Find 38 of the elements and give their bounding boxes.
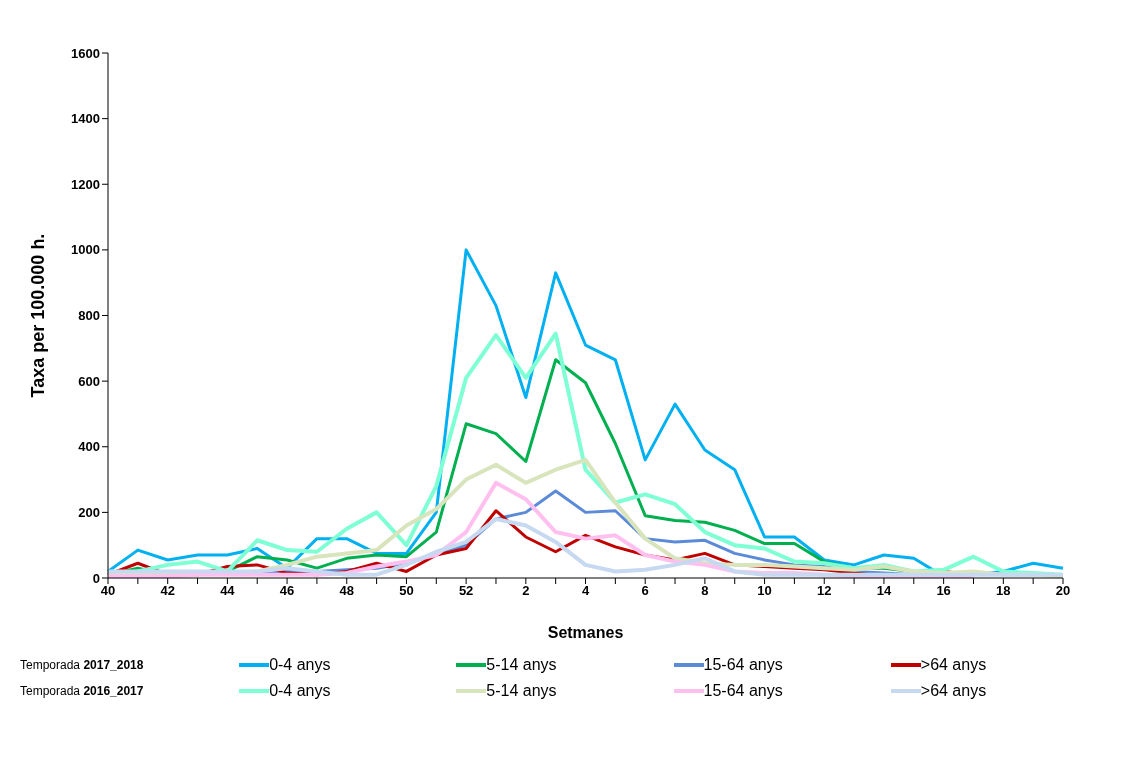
x-tick-label: 4 (581, 583, 590, 599)
x-tick-label: 8 (701, 583, 709, 599)
legend-label: 5-14 anys (486, 682, 557, 700)
x-tick-label: 6 (641, 583, 649, 599)
legend-label: 5-14 anys (486, 656, 557, 674)
y-tick-label: 200 (78, 504, 100, 520)
legend-label: >64 anys (920, 682, 987, 700)
x-tick-label: 18 (996, 583, 1011, 599)
x-tick-label: 44 (220, 583, 236, 599)
x-tick-label: 52 (458, 583, 474, 599)
x-tick-label: 40 (100, 583, 116, 599)
text: Temporada 2017_2018 (20, 658, 144, 672)
y-axis-title: Taxa per 100.000 h. (28, 233, 49, 398)
x-tick-label: 12 (817, 583, 832, 599)
x-tick-label: 42 (160, 583, 175, 599)
y-tick-label: 800 (78, 308, 100, 324)
legend-label: >64 anys (920, 656, 987, 674)
legend-label: 15-64 anys (703, 682, 783, 700)
y-tick-label: 1400 (71, 111, 100, 127)
x-tick-label: 50 (399, 583, 414, 599)
y-tick-label: 0 (92, 570, 100, 586)
x-tick-label: 2 (522, 583, 530, 599)
y-tick-label: 1200 (71, 176, 100, 192)
text: Temporada 2016_2017 (20, 684, 144, 698)
x-axis-title: Setmanes (547, 624, 624, 641)
x-tick-label: 48 (339, 583, 354, 599)
x-tick-label: 16 (936, 583, 951, 599)
legend-label: 0-4 anys (269, 656, 331, 674)
legend-label: 15-64 anys (703, 656, 783, 674)
y-tick-label: 400 (78, 439, 100, 455)
y-tick-label: 1000 (71, 242, 100, 258)
y-tick-label: 1600 (71, 45, 100, 61)
x-tick-label: 46 (279, 583, 295, 599)
x-tick-label: 10 (757, 583, 772, 599)
x-tick-label: 20 (1055, 583, 1071, 599)
x-tick-label: 14 (876, 583, 892, 599)
legend-label: 0-4 anys (269, 682, 331, 700)
y-tick-label: 600 (78, 373, 100, 389)
